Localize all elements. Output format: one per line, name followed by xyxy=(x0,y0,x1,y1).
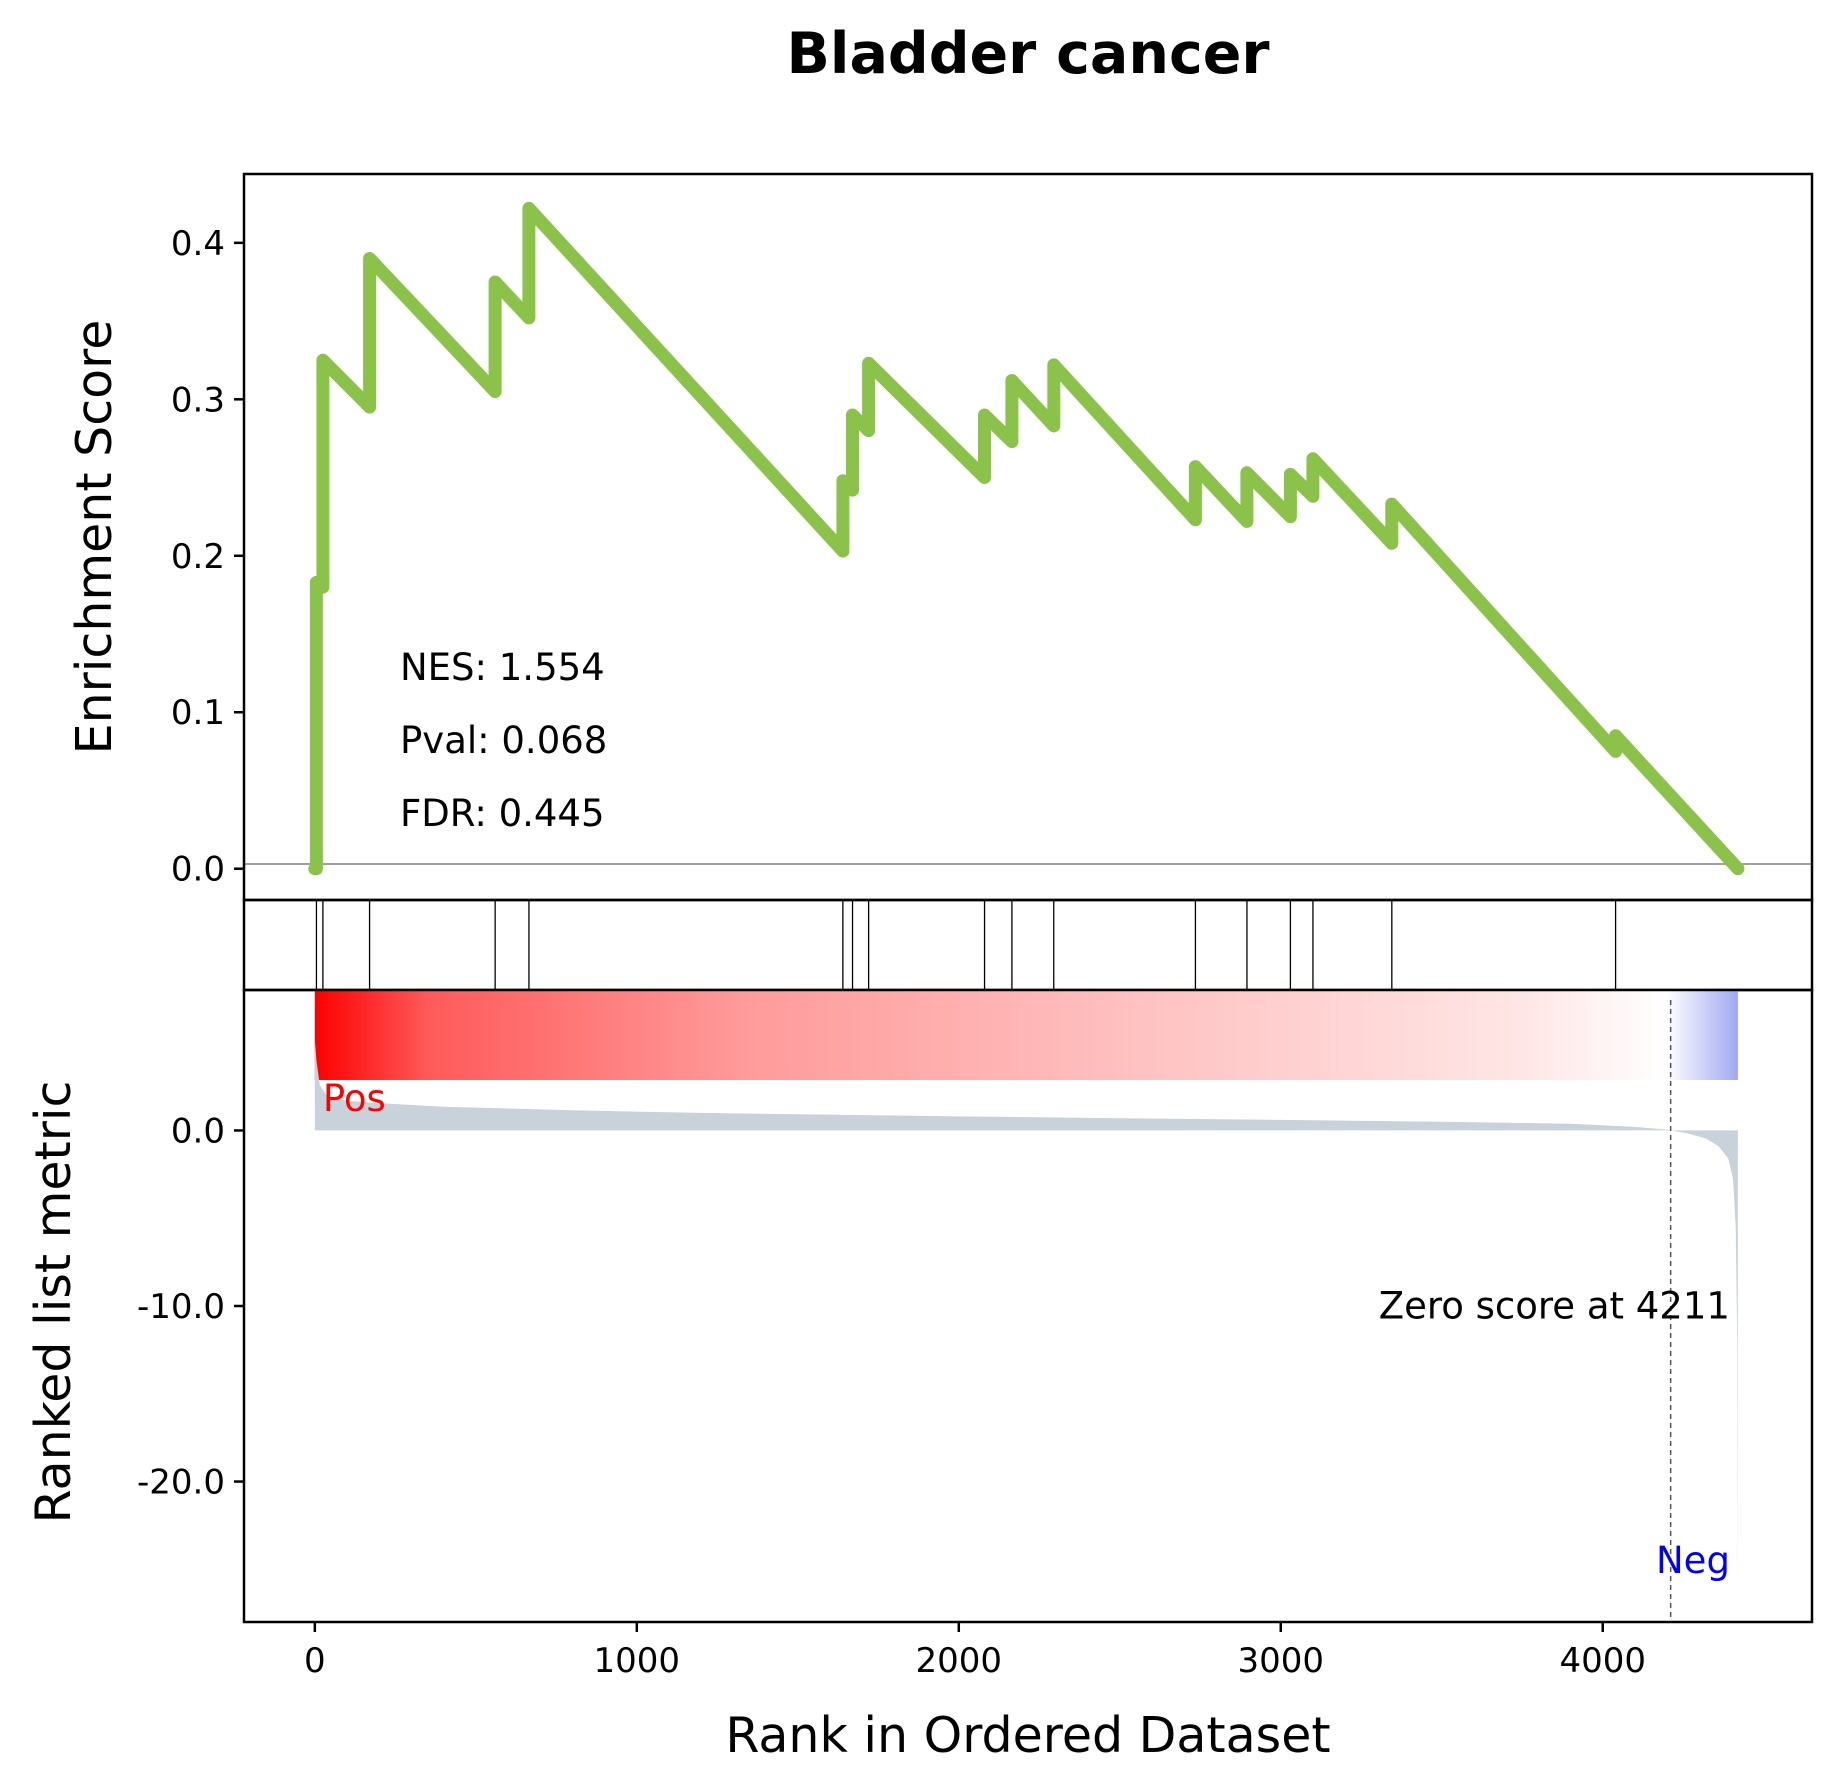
rm-y-tick-label: -10.0 xyxy=(137,1287,225,1327)
rm-y-ticks: 0.0 -10.0 -20.0 xyxy=(137,1111,244,1503)
rm-y-axis-label: Ranked list metric xyxy=(25,1081,82,1524)
nes-stat: NES: 1.554 xyxy=(400,646,605,689)
fdr-stat: FDR: 0.445 xyxy=(400,792,605,835)
es-y-tick-label: 0.1 xyxy=(171,693,225,733)
enrichment-panel: 0.0 0.1 0.2 0.3 0.4 NES: 1.554 Pval: 0.068 F… xyxy=(66,172,1814,902)
x-axis-label: Rank in Ordered Dataset xyxy=(725,1707,1330,1764)
hits-frame xyxy=(242,898,1814,992)
ranked-frame xyxy=(242,988,1814,1624)
running-es-line xyxy=(308,201,1745,876)
x-tick-label: 0 xyxy=(304,1641,326,1681)
x-ticks: 0 1000 2000 3000 4000 xyxy=(304,1622,1646,1681)
neg-label: Neg xyxy=(1656,1539,1730,1582)
rm-y-tick-label: 0.0 xyxy=(171,1111,225,1151)
zero-cross-label: Zero score at 4211 xyxy=(1379,1284,1730,1327)
x-tick-label: 2000 xyxy=(916,1641,1003,1681)
x-tick-label: 1000 xyxy=(594,1641,681,1681)
ranked-panel: Zero score at 4211 Pos Neg 0.0 -10.0 -20.0… xyxy=(25,988,1814,1624)
hit-lines xyxy=(315,900,1617,990)
es-y-tick-label: 0.3 xyxy=(171,380,225,420)
es-y-tick-label: 0.2 xyxy=(171,537,225,577)
es-y-tick-label: 0.0 xyxy=(171,850,225,890)
rank-color-bar xyxy=(314,990,1738,1080)
rm-y-tick-label: -20.0 xyxy=(137,1463,225,1503)
x-tick-label: 3000 xyxy=(1237,1641,1324,1681)
es-y-tick-label: 0.4 xyxy=(171,224,225,264)
pos-label: Pos xyxy=(323,1077,386,1120)
hits-panel xyxy=(242,898,1814,992)
x-tick-label: 4000 xyxy=(1559,1641,1646,1681)
chart-title: Bladder cancer xyxy=(786,21,1269,87)
es-y-axis-label: Enrichment Score xyxy=(66,320,123,755)
es-y-ticks: 0.0 0.1 0.2 0.3 0.4 xyxy=(171,224,244,890)
pval-stat: Pval: 0.068 xyxy=(400,719,607,762)
